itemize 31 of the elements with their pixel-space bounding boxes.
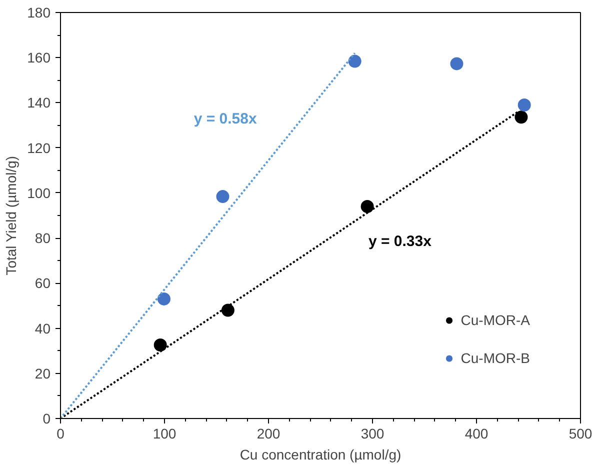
y-tick-label: 40 bbox=[34, 320, 51, 336]
y-axis-title: Total Yield (µmol/g) bbox=[3, 156, 20, 276]
x-tick-label: 400 bbox=[464, 426, 488, 442]
point bbox=[360, 200, 374, 213]
point bbox=[157, 292, 170, 306]
legend-label: Cu-MOR-B bbox=[460, 350, 530, 366]
point bbox=[450, 57, 464, 70]
point bbox=[221, 304, 234, 317]
y-tick-label: 100 bbox=[27, 184, 51, 201]
y-tick-label: 80 bbox=[34, 230, 51, 246]
x-tick-label: 300 bbox=[360, 426, 384, 442]
annotation: y = 0.33x bbox=[368, 233, 432, 250]
x-tick-label: 200 bbox=[256, 426, 280, 442]
y-tick-label: 120 bbox=[27, 140, 51, 156]
y-tick-label: 180 bbox=[27, 4, 51, 20]
y-tick-label: 60 bbox=[34, 275, 51, 292]
point bbox=[514, 110, 528, 124]
x-tick-label: 100 bbox=[152, 426, 176, 442]
y-tick-label: 0 bbox=[42, 410, 51, 426]
y-tick-label: 140 bbox=[27, 94, 51, 111]
annotation: y = 0.58x bbox=[194, 110, 258, 128]
x-tick-label: 500 bbox=[568, 426, 592, 442]
point bbox=[216, 190, 230, 204]
point bbox=[518, 98, 531, 112]
point bbox=[154, 338, 167, 352]
legend-label: Cu-MOR-A bbox=[460, 312, 530, 328]
point bbox=[348, 54, 362, 68]
x-tick-label: 0 bbox=[56, 426, 65, 442]
x-axis-title: Cu concentration (µmol/g) bbox=[240, 446, 402, 462]
y-tick-label: 160 bbox=[27, 50, 51, 66]
y-tick-label: 20 bbox=[34, 365, 51, 382]
